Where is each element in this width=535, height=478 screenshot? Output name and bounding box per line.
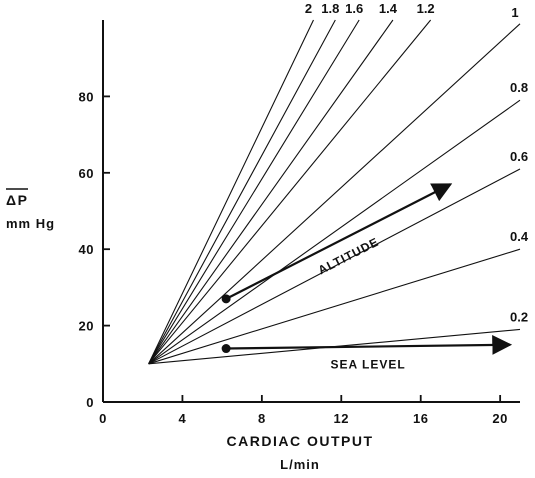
isopleth-label: 0.6 bbox=[510, 149, 528, 164]
x-axis-title: CARDIAC OUTPUT bbox=[227, 433, 374, 449]
isopleth-label: 0.4 bbox=[510, 229, 529, 244]
annotation-arrow bbox=[225, 183, 453, 300]
annotation-start-dot bbox=[221, 294, 231, 304]
isopleth-label: 1.4 bbox=[379, 1, 398, 16]
x-axis-unit: L/min bbox=[280, 457, 320, 472]
isopleth-line bbox=[148, 99, 521, 365]
x-tick-label: 4 bbox=[179, 411, 187, 426]
annotation-label: ALTITUDE bbox=[316, 235, 382, 278]
isopleth-line bbox=[148, 19, 432, 365]
isopleth-line bbox=[148, 19, 360, 365]
isopleth-label: 1.8 bbox=[321, 1, 339, 16]
x-tick-label: 0 bbox=[99, 411, 107, 426]
y-axis-unit: mm Hg bbox=[6, 216, 55, 231]
isopleth-label: 1.6 bbox=[345, 1, 363, 16]
y-tick-label: 20 bbox=[79, 319, 94, 334]
annotation-label: SEA LEVEL bbox=[330, 358, 405, 372]
x-tick-label: 20 bbox=[492, 411, 507, 426]
isopleth-line bbox=[148, 19, 394, 365]
x-tick-label: 12 bbox=[334, 411, 349, 426]
y-ticks: 0 20 40 60 80 bbox=[79, 89, 110, 410]
y-tick-label: 0 bbox=[86, 395, 94, 410]
isopleth-line bbox=[148, 19, 336, 365]
isopleth-label: 2 bbox=[305, 1, 312, 16]
y-axis-title: ΔP bbox=[6, 192, 28, 208]
axes bbox=[102, 20, 520, 403]
isopleth-line bbox=[148, 23, 521, 365]
isopleth-lines: 2 1.8 1.6 1.4 1.2 1 0.8 0.6 0.4 0.2 bbox=[148, 1, 529, 365]
y-tick-label: 60 bbox=[79, 166, 94, 181]
x-ticks: 0 4 8 12 16 20 bbox=[99, 395, 507, 426]
isopleth-line bbox=[148, 248, 521, 365]
y-tick-label: 80 bbox=[79, 89, 94, 104]
x-tick-label: 8 bbox=[258, 411, 266, 426]
isopleth-line bbox=[148, 19, 314, 365]
isopleth-label: 1 bbox=[511, 5, 518, 20]
y-tick-label: 40 bbox=[79, 242, 94, 257]
isopleth-line bbox=[148, 168, 521, 365]
x-tick-label: 16 bbox=[413, 411, 428, 426]
annotation-arrow bbox=[226, 335, 513, 355]
annotation-start-dot bbox=[221, 344, 231, 354]
isopleth-label: 1.2 bbox=[417, 1, 435, 16]
isopleth-label: 0.2 bbox=[510, 309, 528, 324]
isopleth-label: 0.8 bbox=[510, 80, 528, 95]
